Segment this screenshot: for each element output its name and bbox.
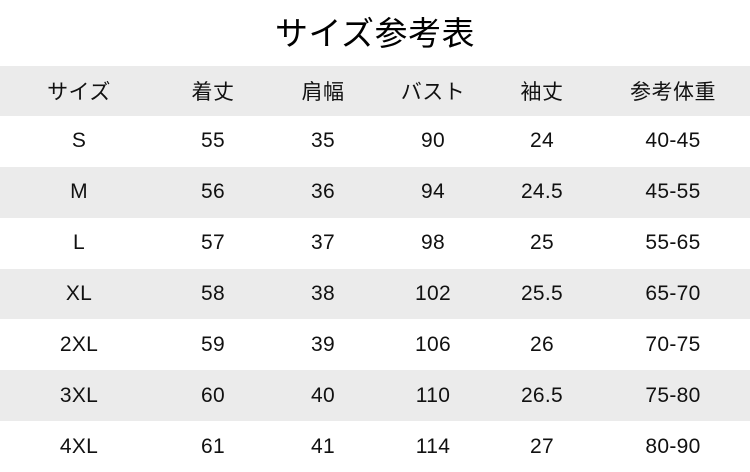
cell-weight: 65-70 [645,281,701,305]
table-header: サイズ 着丈 肩幅 バスト 袖丈 参考体重 [0,66,750,116]
cell-length: 56 [201,180,225,204]
table-row: S 55 35 90 24 40-45 [0,116,750,167]
cell-sleeve: 27 [530,434,554,458]
column-header-weight: 参考体重 [630,81,716,104]
cell-length: 55 [201,129,225,153]
cell-shoulder: 37 [311,231,335,255]
cell-length: 61 [201,434,225,458]
cell-weight: 45-55 [645,180,701,204]
cell-size: 4XL [59,434,99,458]
column-header-sleeve: 袖丈 [520,81,564,104]
cell-sleeve: 25 [530,231,554,255]
column-header-shoulder: 肩幅 [301,81,345,104]
cell-weight: 70-75 [645,332,701,356]
cell-size: 3XL [59,383,99,407]
cell-length: 59 [201,332,225,356]
cell-sleeve: 25.5 [520,281,564,305]
cell-sleeve: 26 [530,332,554,356]
table-row: 4XL 61 41 114 27 80-90 [0,421,750,472]
cell-size: L [73,231,85,255]
cell-size: 2XL [59,332,99,356]
cell-weight: 40-45 [645,129,701,153]
cell-shoulder: 40 [311,383,335,407]
column-header-bust: バスト [400,81,466,104]
cell-sleeve: 26.5 [520,383,564,407]
cell-sleeve: 24 [530,129,554,153]
table-body: S 55 35 90 24 40-45 M 56 36 94 24.5 45-5… [0,116,750,472]
cell-shoulder: 39 [311,332,335,356]
cell-length: 58 [201,281,225,305]
cell-weight: 55-65 [645,231,701,255]
cell-bust: 110 [415,383,451,407]
cell-bust: 98 [421,231,445,255]
cell-bust: 102 [415,281,451,305]
cell-weight: 80-90 [645,434,701,458]
header-row: サイズ 着丈 肩幅 バスト 袖丈 参考体重 [0,66,750,116]
cell-bust: 94 [421,180,445,204]
cell-bust: 106 [415,332,451,356]
cell-size: M [70,180,88,204]
title-area: サイズ参考表 [0,0,750,66]
cell-sleeve: 24.5 [520,180,564,204]
cell-shoulder: 38 [311,281,335,305]
size-reference-table: サイズ 着丈 肩幅 バスト 袖丈 参考体重 S 55 35 90 24 40-4… [0,66,750,472]
table-row: L 57 37 98 25 55-65 [0,217,750,269]
table-row: 3XL 60 40 110 26.5 75-80 [0,370,750,422]
column-header-size: サイズ [47,81,111,104]
page-title: サイズ参考表 [274,14,475,52]
table-row: 2XL 59 39 106 26 70-75 [0,319,750,371]
cell-size: S [71,129,87,153]
cell-length: 60 [201,383,225,407]
cell-length: 57 [201,231,225,255]
column-header-length: 着丈 [191,81,235,104]
cell-bust: 114 [415,434,451,458]
cell-size: XL [65,281,93,305]
cell-weight: 75-80 [645,383,701,407]
cell-shoulder: 35 [311,129,335,153]
table-row: XL 58 38 102 25.5 65-70 [0,268,750,320]
cell-bust: 90 [421,129,445,153]
table-row: M 56 36 94 24.5 45-55 [0,166,750,218]
cell-shoulder: 41 [311,434,335,458]
cell-shoulder: 36 [311,180,335,204]
